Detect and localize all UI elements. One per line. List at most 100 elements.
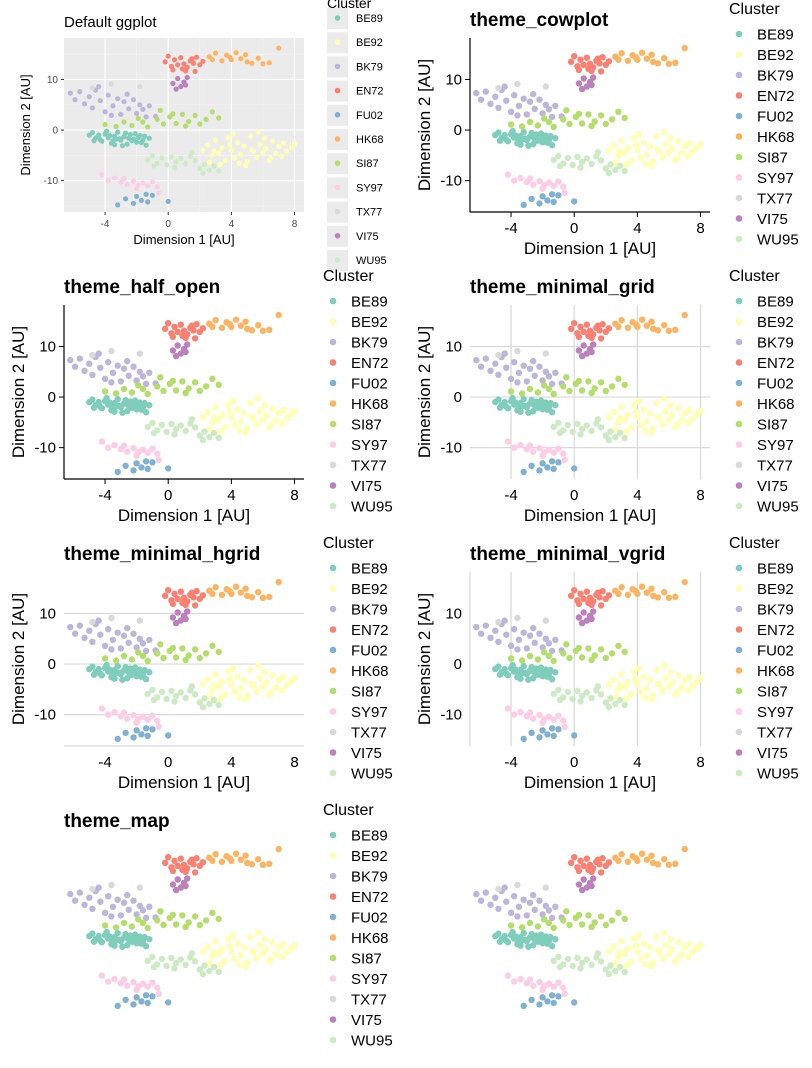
point-be92 — [668, 679, 676, 686]
point-be92 — [237, 418, 244, 425]
legend-key-si87 — [735, 153, 743, 161]
point-si87 — [585, 111, 592, 118]
legend-label: HK68 — [351, 930, 389, 947]
point-sy97 — [561, 456, 568, 463]
point-be92 — [227, 142, 233, 148]
point-bk79 — [501, 617, 508, 624]
point-bk79 — [105, 359, 112, 366]
point-be89 — [104, 128, 110, 134]
point-wu95 — [602, 966, 609, 973]
point-en72 — [575, 66, 583, 74]
point-en72 — [585, 866, 592, 874]
point-bk79 — [76, 622, 84, 629]
point-fu02 — [133, 460, 140, 467]
point-en72 — [192, 68, 198, 74]
point-bk79 — [539, 110, 546, 117]
point-si87 — [102, 121, 108, 128]
point-hk68 — [681, 44, 688, 52]
point-be89 — [495, 930, 502, 937]
point-be92 — [623, 428, 630, 435]
point-bk79 — [120, 365, 128, 372]
point-be89 — [531, 402, 538, 409]
point-si87 — [550, 657, 557, 665]
legend-label: SY97 — [757, 170, 794, 187]
point-bk79 — [101, 642, 109, 649]
point-be89 — [146, 135, 152, 141]
point-fu02 — [134, 193, 140, 199]
legend-key-hk68 — [334, 136, 341, 142]
point-si87 — [545, 385, 553, 393]
point-be89 — [552, 936, 559, 943]
point-be92 — [210, 948, 218, 955]
point-wu95 — [597, 424, 605, 431]
legend-label: EN72 — [351, 622, 389, 639]
point-be89 — [89, 663, 96, 670]
legend-label: WU95 — [757, 232, 799, 249]
legend-label: SI87 — [757, 417, 788, 434]
point-be92 — [678, 951, 685, 958]
point-be89 — [528, 663, 535, 671]
point-wu95 — [168, 954, 175, 962]
point-be89 — [114, 395, 121, 403]
point-en72 — [577, 323, 584, 330]
point-bk79 — [492, 627, 499, 634]
point-tx77 — [89, 885, 96, 893]
point-en72 — [197, 62, 203, 68]
point-be92 — [684, 153, 692, 160]
legend-key-fu02 — [329, 646, 337, 654]
point-wu95 — [196, 432, 203, 439]
point-wu95 — [555, 419, 562, 427]
point-hk68 — [255, 856, 262, 863]
point-be92 — [211, 148, 217, 154]
point-hk68 — [209, 590, 216, 597]
point-be92 — [642, 961, 649, 968]
point-wu95 — [196, 966, 203, 973]
legend-label: VI75 — [356, 231, 379, 243]
point-sy97 — [155, 990, 162, 997]
point-be89 — [509, 661, 516, 669]
legend-key-sy97 — [334, 184, 341, 191]
point-wu95 — [187, 153, 193, 159]
point-hk68 — [681, 578, 688, 586]
point-en72 — [567, 58, 575, 65]
point-sy97 — [156, 190, 162, 196]
point-be89 — [126, 135, 132, 141]
point-be92 — [255, 929, 262, 936]
legend-key-si87 — [735, 420, 743, 428]
point-fu02 — [145, 199, 151, 205]
point-be92 — [280, 407, 287, 414]
legend-label: BK79 — [351, 335, 388, 352]
legend-label: FU02 — [356, 110, 383, 122]
point-fu02 — [548, 458, 556, 465]
point-be89 — [111, 942, 118, 949]
point-bk79 — [124, 891, 131, 899]
point-vi75 — [175, 75, 181, 82]
point-si87 — [179, 378, 186, 385]
point-be92 — [681, 143, 688, 150]
x-tick-label: 4 — [227, 754, 235, 771]
legend-label: BK79 — [757, 335, 794, 352]
point-be92 — [216, 150, 222, 156]
point-be92 — [686, 941, 693, 948]
point-si87 — [101, 922, 109, 929]
point-be92 — [255, 662, 262, 669]
point-be89 — [525, 142, 532, 149]
point-sy97 — [124, 715, 131, 722]
point-fu02 — [571, 999, 578, 1006]
point-si87 — [597, 379, 605, 386]
point-be89 — [90, 404, 98, 411]
point-bk79 — [108, 646, 115, 653]
point-fu02 — [165, 465, 172, 472]
point-si87 — [182, 923, 189, 931]
legend-key-wu95 — [735, 769, 743, 777]
point-be92 — [618, 671, 625, 678]
point-be89 — [111, 675, 118, 682]
legend-label: WU95 — [351, 1033, 393, 1050]
legend-key-tx77 — [735, 194, 743, 202]
point-en72 — [571, 53, 578, 60]
point-be92 — [221, 691, 229, 698]
point-fu02 — [550, 198, 557, 206]
point-bk79 — [105, 92, 111, 98]
point-be92 — [226, 408, 233, 415]
point-be92 — [291, 408, 298, 415]
